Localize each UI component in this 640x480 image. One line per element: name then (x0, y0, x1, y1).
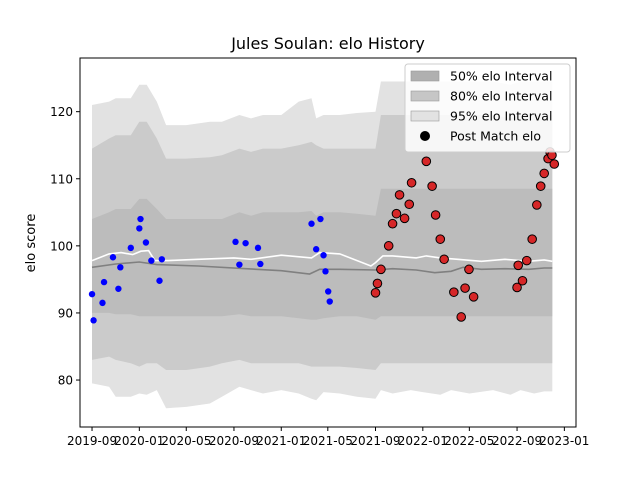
post-match-elo-point (376, 264, 386, 275)
blue-match-point (137, 215, 144, 223)
blue-match-point (109, 254, 117, 261)
post-match-elo-point (421, 156, 432, 167)
legend-label: 80% elo Interval (450, 89, 552, 104)
x-tick-label: 2020-01 (114, 434, 164, 448)
x-tick-label: 2022-01 (398, 434, 448, 448)
post-match-elo-point (399, 213, 410, 224)
blue-match-point (308, 220, 315, 227)
blue-match-point (257, 260, 264, 268)
x-tick-label: 2021-05 (303, 434, 353, 448)
blue-match-point (115, 285, 122, 292)
post-match-elo-point (404, 199, 415, 210)
blue-match-point (317, 215, 324, 223)
y-tick-label: 110 (50, 172, 73, 186)
blue-match-point (148, 257, 155, 264)
blue-match-point (100, 278, 108, 286)
post-match-elo-point (430, 210, 441, 220)
post-match-elo-point (513, 260, 524, 271)
blue-match-point (99, 299, 106, 307)
post-match-elo-point (435, 234, 446, 244)
post-match-elo-point (512, 282, 522, 293)
blue-match-point (117, 264, 124, 271)
blue-match-point (322, 268, 329, 275)
blue-match-point (90, 317, 97, 324)
post-match-elo-point (527, 234, 537, 244)
post-match-elo-point (383, 241, 394, 251)
blue-match-point (242, 239, 249, 247)
legend-box (404, 63, 571, 153)
post-match-elo-point (387, 218, 398, 229)
post-match-elo-point (549, 159, 560, 169)
legend-label: 95% elo Interval (450, 109, 552, 124)
blue-match-point (320, 252, 327, 259)
legend-label: 50% elo Interval (450, 69, 552, 84)
y-axis-label: elo score (24, 214, 39, 273)
post-match-elo-point (517, 275, 528, 286)
blue-match-point (232, 238, 239, 246)
blue-match-point (324, 288, 332, 295)
y-tick-label: 120 (50, 105, 73, 119)
legend-swatch (410, 90, 440, 102)
post-match-elo-point (449, 287, 459, 297)
post-match-elo-point (535, 181, 546, 191)
post-match-elo-point (539, 168, 550, 179)
legend-swatch (410, 70, 440, 82)
y-axis: 80 90 100 110 120 (50, 105, 80, 388)
blue-match-point (88, 290, 96, 298)
blue-match-point (127, 244, 135, 252)
chart-title: Jules Soulan: elo History (230, 34, 425, 53)
blue-match-point (156, 277, 163, 284)
blue-match-point (312, 246, 320, 253)
post-match-elo-point (394, 190, 405, 200)
y-tick-label: 100 (50, 239, 73, 253)
x-axis: 2019-092020-012020-052020-092021-012021-… (67, 427, 589, 448)
legend: 50% elo Interval 80% elo Interval 95% elo … (404, 63, 571, 153)
post-match-elo-point (372, 278, 383, 289)
x-tick-label: 2021-01 (256, 434, 306, 448)
post-match-elo-point (532, 200, 542, 210)
x-tick-label: 2022-09 (492, 434, 542, 448)
legend-label: Post Match elo (450, 129, 541, 144)
post-match-elo-point (391, 208, 402, 219)
y-tick-label: 80 (58, 374, 73, 388)
x-tick-label: 2021-09 (350, 434, 400, 448)
post-match-elo-point (370, 288, 381, 298)
post-match-elo-point (439, 254, 449, 265)
post-match-elo-point (427, 181, 437, 191)
legend-swatch (410, 110, 440, 122)
blue-match-point (158, 256, 166, 263)
blue-match-point (254, 244, 262, 252)
y-tick-label: 90 (58, 306, 73, 320)
x-tick-label: 2022-05 (444, 434, 494, 448)
post-match-elo-point (406, 177, 417, 188)
median-elo-line (91, 261, 553, 275)
legend-marker (420, 131, 430, 141)
x-tick-label: 2020-05 (161, 434, 211, 448)
x-tick-label: 2019-09 (67, 434, 117, 448)
post-match-elo-point (464, 264, 474, 275)
post-match-elo-point (521, 255, 532, 266)
blue-match-point (236, 261, 243, 268)
plot-area (79, 57, 577, 428)
x-tick-label: 2023-01 (539, 434, 589, 448)
mean-elo-line (91, 249, 553, 267)
post-match-elo-point (468, 292, 479, 302)
blue-match-point (142, 239, 150, 246)
x-tick-label: 2020-09 (209, 434, 259, 448)
post-match-elo-point (456, 312, 467, 322)
blue-match-point (136, 225, 143, 232)
blue-match-point (326, 298, 333, 305)
post-match-elo-point (460, 283, 470, 293)
